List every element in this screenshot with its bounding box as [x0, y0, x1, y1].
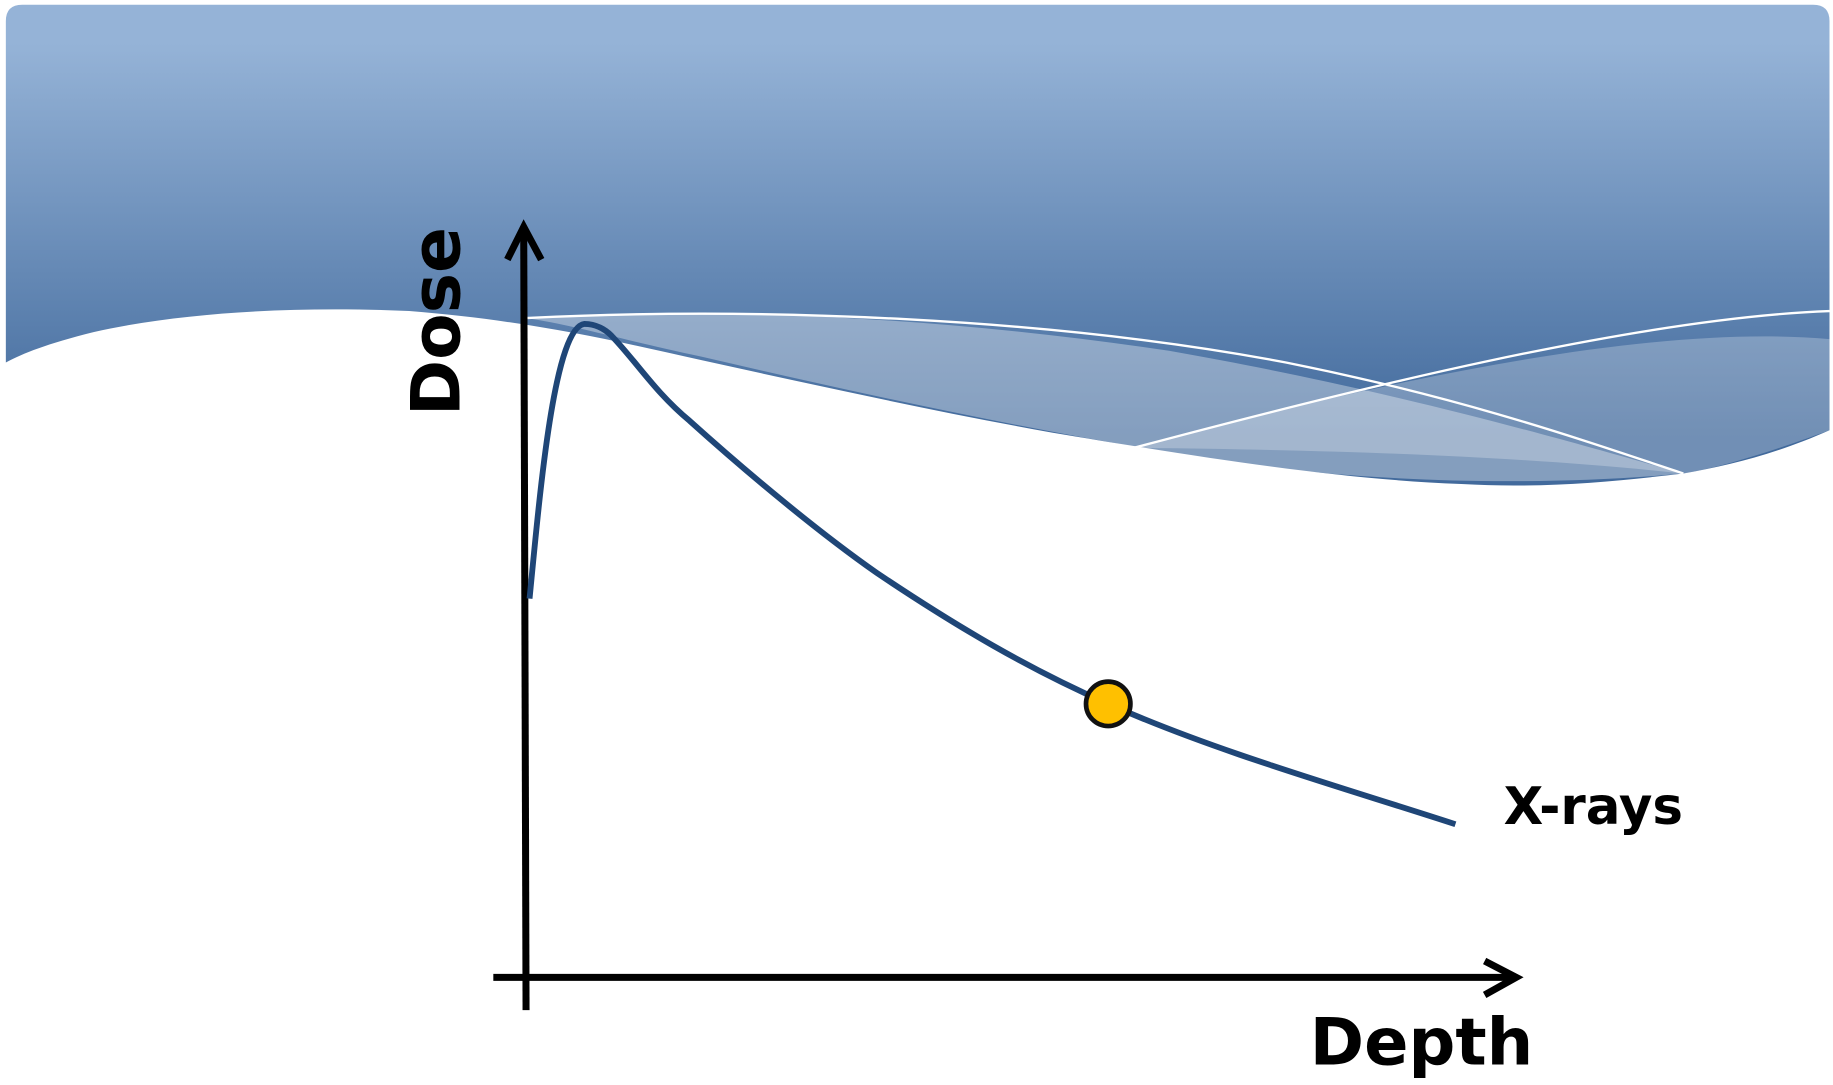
wave-overlay [526, 313, 1684, 482]
dose-curve [526, 320, 1457, 828]
curve-label: X-rays [1504, 777, 1683, 837]
y-axis-label: Dose [396, 227, 475, 416]
wave-line [525, 312, 1684, 475]
wave-overlay-right [1133, 336, 1830, 474]
wave-line [1133, 309, 1830, 449]
y-axis-arrow [504, 219, 545, 262]
x-axis-arrow [1482, 957, 1524, 998]
x-axis-label: Depth [1310, 1004, 1533, 1080]
y-axis [520, 229, 530, 1011]
marker-point [1083, 679, 1133, 729]
header-wave [5, 4, 1830, 486]
